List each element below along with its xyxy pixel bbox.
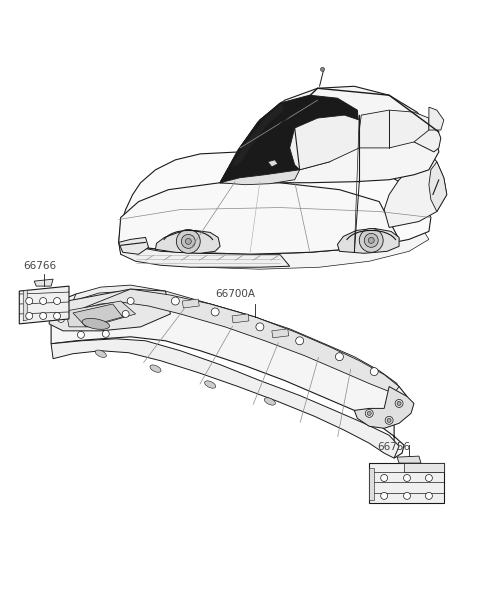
Circle shape bbox=[425, 474, 432, 482]
Circle shape bbox=[185, 238, 192, 244]
Polygon shape bbox=[404, 463, 444, 472]
Polygon shape bbox=[182, 299, 199, 308]
Ellipse shape bbox=[95, 350, 107, 357]
Circle shape bbox=[365, 409, 373, 417]
Circle shape bbox=[397, 401, 401, 406]
Polygon shape bbox=[414, 118, 441, 152]
Polygon shape bbox=[119, 183, 399, 255]
Polygon shape bbox=[119, 242, 290, 267]
Circle shape bbox=[381, 474, 388, 482]
Polygon shape bbox=[369, 468, 374, 500]
Text: 66756: 66756 bbox=[377, 442, 410, 452]
Circle shape bbox=[404, 493, 410, 499]
Polygon shape bbox=[354, 387, 414, 428]
Circle shape bbox=[26, 312, 33, 319]
Ellipse shape bbox=[82, 319, 109, 329]
Polygon shape bbox=[232, 103, 284, 167]
Text: 66700A: 66700A bbox=[215, 289, 255, 299]
Circle shape bbox=[77, 331, 84, 339]
Polygon shape bbox=[119, 152, 431, 255]
Polygon shape bbox=[66, 301, 136, 327]
Polygon shape bbox=[119, 225, 429, 269]
Circle shape bbox=[395, 400, 403, 407]
Polygon shape bbox=[19, 286, 69, 324]
Circle shape bbox=[40, 298, 47, 304]
Circle shape bbox=[54, 312, 60, 319]
Polygon shape bbox=[337, 228, 399, 253]
Polygon shape bbox=[429, 162, 447, 211]
Polygon shape bbox=[34, 279, 53, 286]
Circle shape bbox=[58, 315, 64, 322]
Circle shape bbox=[54, 298, 60, 304]
Polygon shape bbox=[81, 289, 399, 393]
Polygon shape bbox=[290, 115, 360, 170]
Circle shape bbox=[321, 68, 324, 71]
Ellipse shape bbox=[150, 365, 161, 372]
Circle shape bbox=[181, 234, 195, 248]
Polygon shape bbox=[49, 289, 170, 331]
Polygon shape bbox=[384, 150, 447, 227]
Circle shape bbox=[53, 306, 60, 312]
Circle shape bbox=[404, 474, 410, 482]
Polygon shape bbox=[23, 290, 27, 321]
Circle shape bbox=[26, 298, 33, 304]
Circle shape bbox=[102, 330, 109, 337]
Polygon shape bbox=[220, 86, 439, 183]
Polygon shape bbox=[119, 238, 148, 255]
Polygon shape bbox=[397, 456, 421, 463]
Polygon shape bbox=[232, 314, 249, 323]
Ellipse shape bbox=[204, 381, 216, 388]
Circle shape bbox=[368, 238, 374, 244]
Circle shape bbox=[171, 297, 180, 305]
Circle shape bbox=[425, 493, 432, 499]
Circle shape bbox=[367, 411, 371, 415]
Ellipse shape bbox=[264, 398, 276, 405]
Polygon shape bbox=[51, 339, 399, 458]
Polygon shape bbox=[272, 329, 288, 338]
Circle shape bbox=[381, 493, 388, 499]
Circle shape bbox=[336, 353, 343, 361]
Circle shape bbox=[127, 298, 134, 304]
Polygon shape bbox=[156, 230, 220, 253]
Polygon shape bbox=[268, 160, 278, 167]
Circle shape bbox=[370, 368, 378, 376]
Circle shape bbox=[256, 323, 264, 331]
Circle shape bbox=[360, 228, 383, 252]
Circle shape bbox=[40, 312, 47, 319]
Polygon shape bbox=[51, 289, 407, 458]
Polygon shape bbox=[220, 170, 300, 185]
Polygon shape bbox=[73, 285, 397, 389]
Text: 66766: 66766 bbox=[23, 261, 56, 271]
Circle shape bbox=[122, 311, 129, 317]
Circle shape bbox=[364, 233, 378, 247]
Polygon shape bbox=[360, 110, 429, 148]
Polygon shape bbox=[429, 107, 444, 130]
Circle shape bbox=[296, 337, 304, 345]
Circle shape bbox=[211, 308, 219, 316]
Circle shape bbox=[385, 417, 393, 424]
Polygon shape bbox=[220, 95, 360, 183]
Polygon shape bbox=[369, 463, 444, 503]
Polygon shape bbox=[73, 304, 123, 327]
Circle shape bbox=[387, 418, 391, 422]
Circle shape bbox=[176, 230, 200, 253]
